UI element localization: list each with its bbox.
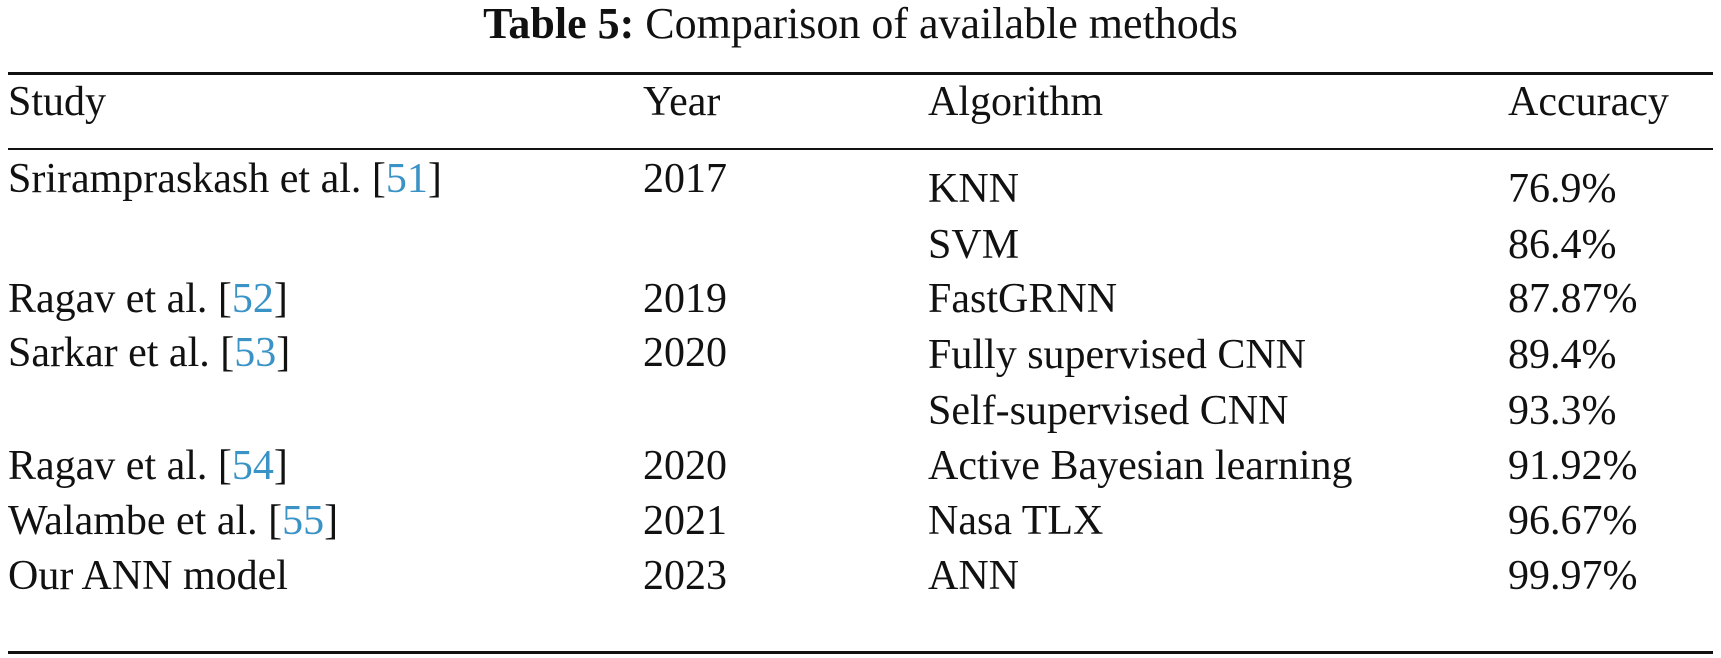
table-row-7-year: 2023 xyxy=(643,553,727,599)
table-row-4-accuracy: 93.3% xyxy=(1508,388,1617,434)
table-row-3-algorithm: Fully supervised CNN xyxy=(928,332,1306,378)
table-top-rule xyxy=(8,72,1713,75)
table-row-1-algorithm: SVM xyxy=(928,222,1020,268)
reference-link[interactable]: 55 xyxy=(282,498,325,544)
table-row-6-accuracy: 96.67% xyxy=(1508,498,1638,544)
table-row-6-algorithm: Nasa TLX xyxy=(928,498,1104,544)
bracket-close: ] xyxy=(273,443,288,489)
table-row-3-accuracy: 89.4% xyxy=(1508,332,1617,378)
reference-link[interactable]: 52 xyxy=(231,276,274,322)
study-name: Ragav et al. [ xyxy=(8,443,232,489)
table-row-0-algorithm: KNN xyxy=(928,166,1019,212)
table-row-7-study: Our ANN model xyxy=(8,553,288,599)
reference-link[interactable]: 51 xyxy=(385,156,428,202)
table-row-7-accuracy: 99.97% xyxy=(1508,553,1638,599)
table-bottom-rule xyxy=(8,651,1713,654)
table-row-3-year: 2020 xyxy=(643,330,727,376)
table-row-6-year: 2021 xyxy=(643,498,727,544)
table-row-5-study: Ragav et al. [54] xyxy=(8,443,288,489)
table-row-5-algorithm: Active Bayesian learning xyxy=(928,443,1353,489)
header-study: Study xyxy=(8,79,107,125)
header-algorithm: Algorithm xyxy=(928,79,1103,125)
study-name: Srirampraskash et al. [ xyxy=(8,156,386,202)
table-row-1-accuracy: 86.4% xyxy=(1508,222,1617,268)
table-row-2-algorithm: FastGRNN xyxy=(928,276,1118,322)
table-header-rule xyxy=(8,148,1713,150)
table-caption-label: Table 5: xyxy=(483,0,635,48)
bracket-close: ] xyxy=(324,498,339,544)
table-caption-text: Comparison of available methods xyxy=(645,0,1238,48)
table-row-4-algorithm: Self-supervised CNN xyxy=(928,388,1289,434)
header-accuracy: Accuracy xyxy=(1508,79,1669,125)
table-row-0-year: 2017 xyxy=(643,156,727,202)
table-row-0-accuracy: 76.9% xyxy=(1508,166,1617,212)
table-row-2-year: 2019 xyxy=(643,276,727,322)
bracket-close: ] xyxy=(276,330,291,376)
table-row-3-study: Sarkar et al. [53] xyxy=(8,330,290,376)
bracket-close: ] xyxy=(427,156,442,202)
table-row-0-study: Srirampraskash et al. [51] xyxy=(8,156,442,202)
table-caption: Table 5: Comparison of available methods xyxy=(0,0,1721,50)
reference-link[interactable]: 53 xyxy=(234,330,277,376)
study-name: Sarkar et al. [ xyxy=(8,330,235,376)
study-name: Ragav et al. [ xyxy=(8,276,232,322)
table-row-5-accuracy: 91.92% xyxy=(1508,443,1638,489)
table-row-5-year: 2020 xyxy=(643,443,727,489)
bracket-close: ] xyxy=(273,276,288,322)
header-year: Year xyxy=(643,79,721,125)
reference-link[interactable]: 54 xyxy=(231,443,274,489)
table-row-2-accuracy: 87.87% xyxy=(1508,276,1638,322)
table-row-7-algorithm: ANN xyxy=(928,553,1019,599)
table-row-2-study: Ragav et al. [52] xyxy=(8,276,288,322)
study-name: Walambe et al. [ xyxy=(8,498,283,544)
table-row-6-study: Walambe et al. [55] xyxy=(8,498,338,544)
